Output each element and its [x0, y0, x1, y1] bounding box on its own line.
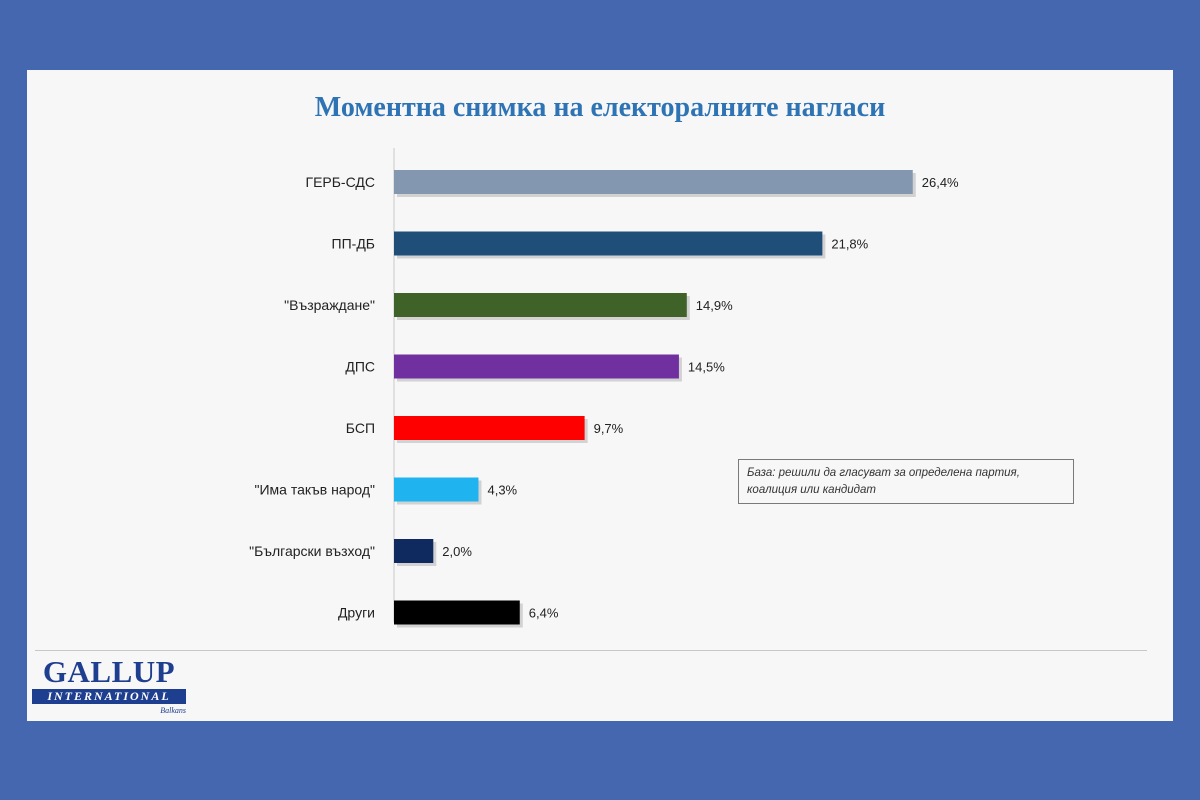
chart-title: Моментна снимка на електоралните нагласи: [314, 92, 886, 123]
bar: [394, 416, 585, 440]
logo-band: INTERNATIONAL: [32, 689, 186, 704]
base-note: База: решили да гласуват за определена п…: [738, 459, 1074, 504]
bar: [394, 477, 479, 502]
category-label: ДПС: [345, 359, 375, 375]
category-label: Други: [338, 605, 375, 621]
bar: [394, 539, 434, 563]
category-label: БСП: [346, 420, 375, 436]
logo-wordmark: GALLUP: [42, 654, 176, 689]
category-label: "Има такъв народ": [255, 482, 376, 498]
gallup-logo: GALLUP INTERNATIONAL Balkans: [30, 655, 190, 717]
data-label: 2,0%: [442, 544, 472, 559]
bar: [394, 231, 823, 256]
bar: [394, 354, 679, 379]
data-label: 26,4%: [922, 175, 959, 190]
data-label: 9,7%: [594, 421, 624, 436]
bar: [394, 600, 520, 625]
bar: [394, 293, 687, 317]
bar: [394, 170, 913, 194]
logo-subtitle: Balkans: [160, 706, 186, 715]
category-label: "Възраждане": [284, 297, 375, 313]
category-label: "Български възход": [249, 543, 375, 559]
footer-divider: [35, 650, 1147, 651]
data-label: 4,3%: [487, 483, 517, 498]
data-label: 14,9%: [696, 298, 733, 313]
data-label: 6,4%: [529, 606, 559, 621]
bar-chart: ГЕРБ-СДС 26,4% ПП-ДБ 21,8% "Възраждане" 14,9%…: [249, 148, 959, 628]
data-label: 21,8%: [831, 237, 868, 252]
slide-panel: Моментна снимка на електоралните нагласи…: [27, 70, 1173, 721]
category-label: ПП-ДБ: [332, 236, 375, 252]
data-label: 14,5%: [688, 360, 725, 375]
category-label: ГЕРБ-СДС: [305, 174, 375, 190]
